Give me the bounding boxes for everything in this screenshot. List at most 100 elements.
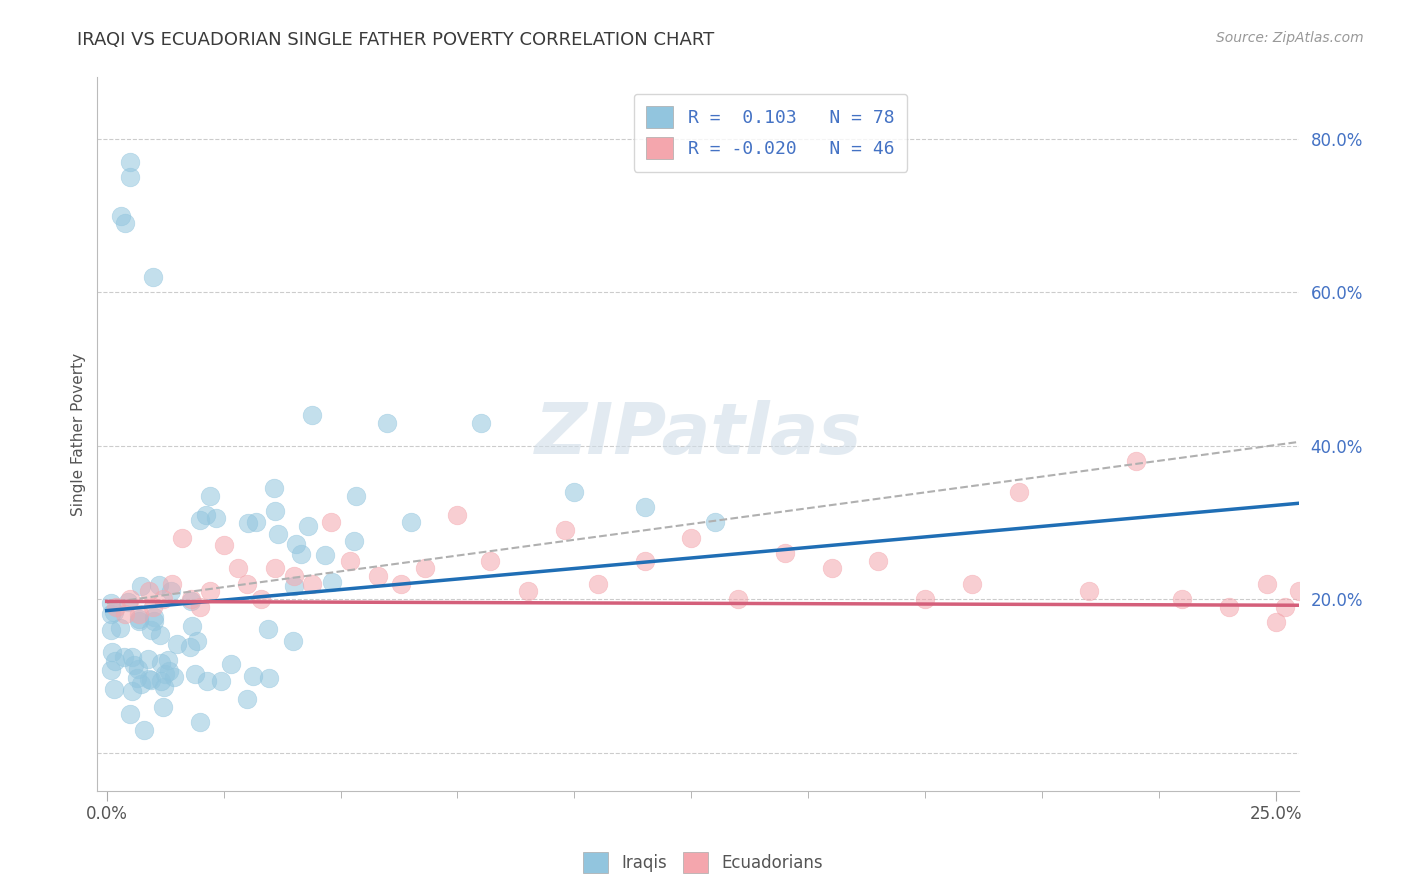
Point bbox=[263, 482, 285, 496]
Point bbox=[134, 723, 156, 737]
Point bbox=[129, 677, 152, 691]
Point bbox=[297, 518, 319, 533]
Point bbox=[212, 538, 235, 552]
Point bbox=[339, 554, 361, 568]
Point bbox=[267, 526, 290, 541]
Point bbox=[101, 644, 124, 658]
Point bbox=[321, 574, 343, 589]
Point bbox=[245, 516, 267, 530]
Point bbox=[100, 607, 122, 622]
Point bbox=[108, 621, 131, 635]
Point bbox=[283, 579, 305, 593]
Legend: R =  0.103   N = 78, R = -0.020   N = 46: R = 0.103 N = 78, R = -0.020 N = 46 bbox=[634, 94, 907, 172]
Point bbox=[1274, 599, 1296, 614]
Point bbox=[157, 665, 180, 679]
Point bbox=[375, 416, 398, 430]
Point bbox=[125, 672, 148, 686]
Point bbox=[633, 500, 655, 514]
Point bbox=[153, 680, 176, 694]
Point bbox=[121, 649, 143, 664]
Point bbox=[110, 209, 132, 223]
Point bbox=[221, 657, 243, 671]
Point bbox=[703, 516, 725, 530]
Point bbox=[128, 612, 150, 626]
Point bbox=[367, 569, 389, 583]
Point bbox=[117, 595, 139, 609]
Point bbox=[100, 663, 122, 677]
Point bbox=[1125, 454, 1147, 468]
Point bbox=[283, 569, 305, 583]
Point bbox=[105, 599, 128, 614]
Point bbox=[114, 216, 136, 230]
Point bbox=[1256, 576, 1278, 591]
Point bbox=[343, 534, 366, 549]
Point bbox=[120, 154, 142, 169]
Point bbox=[194, 508, 217, 522]
Point bbox=[114, 607, 136, 622]
Point bbox=[586, 576, 609, 591]
Point bbox=[820, 561, 842, 575]
Point bbox=[633, 554, 655, 568]
Point bbox=[264, 561, 287, 575]
Point bbox=[914, 592, 936, 607]
Point bbox=[142, 599, 165, 614]
Point bbox=[1171, 592, 1194, 607]
Point bbox=[112, 650, 135, 665]
Point bbox=[413, 561, 436, 575]
Text: ZIPatlas: ZIPatlas bbox=[534, 400, 862, 468]
Point bbox=[163, 670, 186, 684]
Point bbox=[136, 652, 159, 666]
Point bbox=[139, 673, 162, 688]
Text: IRAQI VS ECUADORIAN SINGLE FATHER POVERTY CORRELATION CHART: IRAQI VS ECUADORIAN SINGLE FATHER POVERT… bbox=[77, 31, 714, 49]
Point bbox=[180, 592, 202, 607]
Point bbox=[190, 512, 212, 526]
Text: Source: ZipAtlas.com: Source: ZipAtlas.com bbox=[1216, 31, 1364, 45]
Point bbox=[195, 673, 218, 688]
Point bbox=[120, 170, 142, 185]
Point bbox=[184, 667, 207, 681]
Point bbox=[120, 707, 142, 722]
Point bbox=[170, 531, 193, 545]
Point bbox=[142, 269, 165, 284]
Point bbox=[188, 714, 211, 729]
Point bbox=[301, 576, 323, 591]
Point bbox=[148, 578, 170, 592]
Point bbox=[120, 592, 142, 607]
Point bbox=[122, 657, 145, 672]
Point bbox=[127, 662, 149, 676]
Point bbox=[290, 547, 312, 561]
Point bbox=[399, 516, 422, 530]
Point bbox=[250, 592, 273, 607]
Point bbox=[960, 576, 983, 591]
Point bbox=[157, 653, 180, 667]
Point bbox=[479, 554, 502, 568]
Point bbox=[188, 599, 211, 614]
Point bbox=[281, 634, 304, 648]
Point bbox=[1008, 484, 1031, 499]
Point bbox=[727, 592, 749, 607]
Point bbox=[160, 584, 183, 599]
Point bbox=[186, 633, 208, 648]
Point bbox=[1264, 615, 1286, 629]
Point bbox=[142, 614, 165, 628]
Point bbox=[446, 508, 468, 522]
Point bbox=[314, 548, 336, 562]
Point bbox=[516, 584, 538, 599]
Point bbox=[236, 516, 259, 531]
Point bbox=[138, 673, 160, 687]
Point bbox=[209, 673, 232, 688]
Point bbox=[128, 607, 150, 622]
Point bbox=[121, 683, 143, 698]
Point bbox=[389, 576, 412, 591]
Point bbox=[149, 628, 172, 642]
Point bbox=[149, 656, 172, 670]
Point bbox=[681, 531, 703, 545]
Point bbox=[236, 576, 259, 591]
Point bbox=[141, 623, 163, 637]
Point bbox=[470, 416, 492, 430]
Point bbox=[242, 669, 264, 683]
Point bbox=[128, 614, 150, 628]
Point bbox=[205, 511, 228, 525]
Legend: Iraqis, Ecuadorians: Iraqis, Ecuadorians bbox=[576, 846, 830, 880]
Point bbox=[226, 561, 249, 575]
